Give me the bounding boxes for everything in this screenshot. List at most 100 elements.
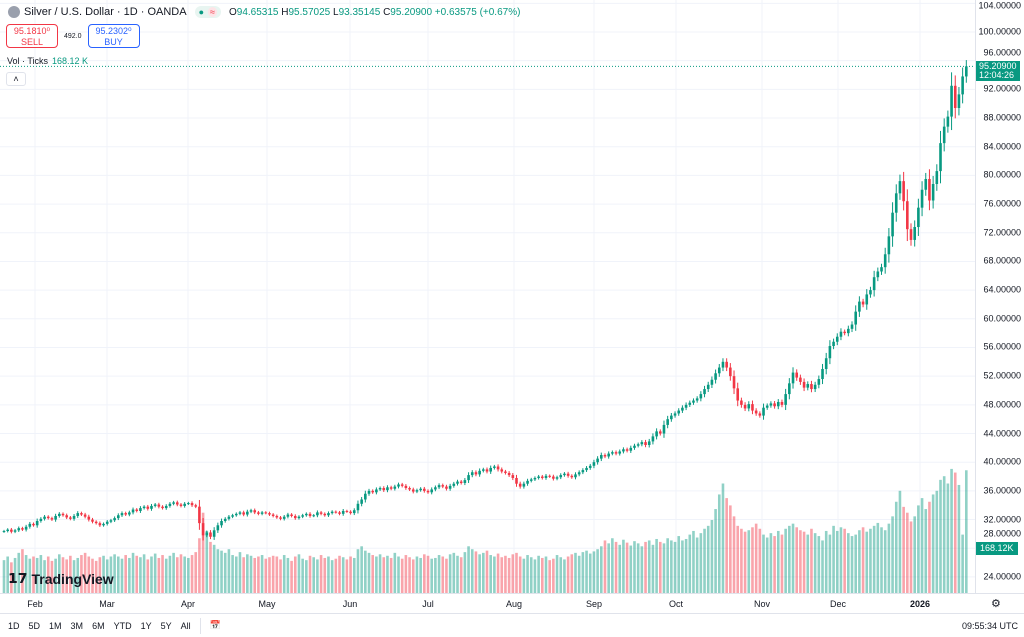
candle-body	[821, 368, 824, 380]
volume-bar	[957, 484, 961, 593]
collapse-legend-button[interactable]: ˄	[6, 72, 26, 86]
candle-body	[758, 413, 762, 416]
tradingview-logo[interactable]: 𝟭𝟳 TradingView	[8, 570, 114, 587]
volume-bar	[511, 554, 515, 593]
volume-bar	[706, 525, 710, 593]
volume-bar	[282, 555, 286, 593]
range-6m[interactable]: 6M	[92, 620, 105, 631]
candle-body	[35, 520, 39, 526]
volume-bar	[747, 530, 751, 593]
volume-bar	[382, 557, 386, 593]
volume-bar	[776, 530, 780, 593]
volume-bar	[271, 555, 275, 593]
candle-body	[389, 487, 393, 489]
range-5y[interactable]: 5Y	[160, 620, 172, 631]
volume-bar	[662, 543, 666, 593]
candle-body	[194, 505, 198, 507]
volume-bar	[883, 530, 887, 593]
range-1m[interactable]: 1M	[49, 620, 62, 631]
volume-bar	[260, 555, 264, 593]
candle-body	[703, 389, 706, 395]
sell-button[interactable]: 95.1810⁰ SELL	[6, 24, 58, 48]
candle-body	[928, 178, 931, 201]
calendar-goto-icon[interactable]: 📅	[209, 620, 221, 630]
volume-bar	[61, 557, 65, 593]
volume-bar	[640, 546, 644, 593]
candle-body	[850, 324, 854, 329]
range-5d[interactable]: 5D	[28, 620, 41, 631]
volume-bar	[570, 554, 574, 593]
candle-body	[946, 116, 950, 127]
candle-body	[426, 490, 430, 493]
volume-bar	[198, 538, 201, 593]
volume-bar	[231, 555, 234, 593]
volume-bar	[931, 494, 935, 593]
volume-bar	[762, 534, 765, 593]
volume-bar	[46, 556, 50, 593]
volume-bar	[625, 542, 629, 593]
candle-body	[2, 531, 6, 533]
volume-bar	[58, 554, 61, 593]
symbol-title[interactable]: Silver / U.S. Dollar · 1D · OANDA	[24, 6, 187, 18]
range-3m[interactable]: 3M	[70, 620, 84, 631]
candle-body	[308, 513, 312, 516]
volume-bar	[765, 537, 769, 593]
buy-button[interactable]: 95.2302⁰ BUY	[87, 24, 140, 48]
candle-body	[570, 475, 574, 478]
volume-bar	[743, 531, 747, 593]
volume-bar	[655, 538, 658, 593]
candle-body	[618, 451, 622, 454]
volume-bar	[802, 531, 806, 593]
candle-body	[599, 455, 603, 459]
candle-body	[706, 384, 710, 390]
candle-body	[791, 372, 795, 384]
clock[interactable]: 09:55:34 UTC	[961, 621, 1018, 631]
candle-body	[50, 518, 54, 520]
volume-bar	[452, 552, 456, 593]
candle-body	[76, 513, 80, 516]
volume-bar	[821, 540, 824, 593]
candle-body	[120, 513, 124, 516]
volume-bar	[445, 558, 448, 593]
volume-bar	[673, 541, 677, 593]
candle-body	[220, 520, 223, 526]
range-1y[interactable]: 1Y	[140, 620, 152, 631]
volume-bar	[441, 556, 445, 593]
volume-bar	[946, 483, 950, 593]
volume-bar	[688, 534, 692, 593]
candle-body	[563, 473, 566, 476]
candle-body	[257, 512, 260, 514]
volume-bar	[496, 553, 500, 593]
price-tick: 96.00000	[983, 47, 1021, 58]
volume-bar	[769, 533, 773, 593]
price-tick: 88.00000	[983, 112, 1021, 123]
candle-body	[622, 449, 625, 452]
price-chart[interactable]	[0, 0, 975, 593]
volume-bar	[504, 555, 507, 593]
settings-icon[interactable]: ⚙	[991, 598, 1001, 610]
candle-body	[39, 518, 43, 521]
candle-body	[765, 405, 769, 408]
range-1d[interactable]: 1D	[8, 620, 20, 631]
volume-bar	[577, 555, 581, 593]
range-ytd[interactable]: YTD	[113, 620, 132, 631]
volume-bar	[507, 557, 511, 593]
candle-body	[799, 377, 802, 382]
price-tick: 44.00000	[983, 428, 1021, 439]
volume-legend[interactable]: Vol · Ticks 168.12 K	[7, 56, 89, 66]
candle-body	[198, 506, 201, 524]
price-axis[interactable]: 104.00000 100.00000 96.00000 92.00000 88.000…	[975, 0, 1024, 593]
candle-body	[710, 379, 714, 385]
volume-bar	[227, 549, 231, 593]
volume-bar	[894, 501, 898, 593]
candle-body	[69, 517, 72, 519]
volume-bar	[459, 557, 463, 593]
volume-bar	[246, 554, 249, 593]
volume-bar	[50, 560, 54, 593]
volume-bar	[865, 531, 869, 593]
volume-bar	[552, 558, 555, 593]
volume-bar	[13, 557, 17, 593]
time-axis[interactable]: Feb Mar Apr May Jun Jul Aug Sep Oct Nov Dec 2026	[0, 593, 1024, 613]
market-status[interactable]: ● ≈	[194, 6, 221, 18]
range-all[interactable]: All	[180, 620, 191, 631]
